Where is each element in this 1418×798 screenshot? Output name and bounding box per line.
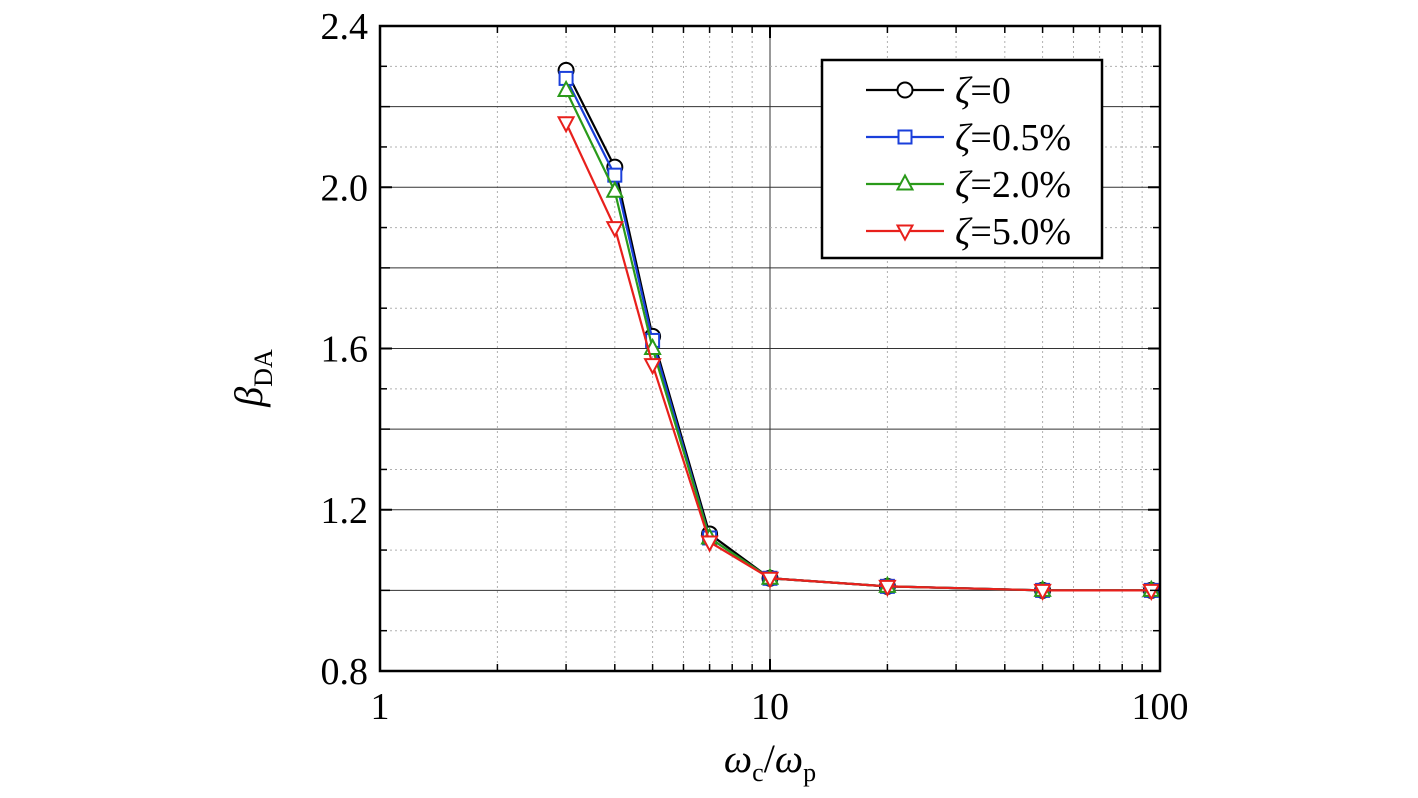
legend-label: ζ=2.0% — [955, 164, 1071, 206]
data-point — [700, 535, 719, 553]
legend-label: ζ=5.0% — [955, 211, 1071, 253]
data-point — [556, 116, 576, 134]
data-point — [605, 180, 624, 198]
legend-marker — [895, 224, 915, 242]
legend-item: ζ=0 — [866, 70, 1011, 112]
data-point — [605, 221, 624, 239]
y-axis-title: βDA — [226, 349, 278, 408]
axis-ticks: 1 10 100 0.8 1.2 1.6 2.0 2.4 — [321, 6, 1189, 728]
legend-label: ζ=0 — [955, 70, 1011, 112]
legend-marker — [896, 81, 914, 99]
y-tick-label: 1.6 — [321, 329, 369, 371]
series-layer — [556, 61, 1161, 601]
data-point — [643, 358, 662, 376]
x-axis-title-sep: / — [764, 736, 776, 781]
data-point — [1142, 583, 1161, 601]
y-tick-label: 2.4 — [321, 6, 369, 48]
legend-box — [820, 58, 1104, 260]
data-point — [556, 79, 576, 97]
data-point — [878, 579, 897, 597]
x-tick-label: 10 — [751, 686, 789, 728]
grid — [379, 25, 1161, 672]
x-axis-title-num: ω — [724, 736, 752, 781]
legend-item: ζ=2.0% — [866, 164, 1071, 206]
data-point — [760, 571, 780, 589]
x-tick-label: 100 — [1132, 686, 1189, 728]
y-axis-title-sub: DA — [249, 349, 278, 387]
x-axis-title: ωc/ωp — [724, 736, 816, 787]
legend-label: ζ=0.5% — [955, 117, 1071, 159]
series-line — [565, 122, 1152, 592]
legend-marker — [895, 173, 915, 191]
y-axis-title-main: β — [226, 387, 271, 408]
legend-item: ζ=5.0% — [866, 211, 1071, 253]
legend-item: ζ=0.5% — [866, 117, 1071, 159]
y-tick-label: 2.0 — [321, 167, 369, 209]
legend-marker — [897, 129, 913, 145]
x-tick-label: 1 — [371, 686, 390, 728]
y-tick-label: 1.2 — [321, 490, 369, 532]
series-3 — [556, 116, 1161, 601]
data-point — [1033, 583, 1052, 601]
y-tick-label: 0.8 — [321, 651, 369, 693]
x-axis-title-num-sub: c — [752, 758, 764, 787]
x-axis-title-den-sub: p — [803, 758, 816, 787]
legend: ζ=0 ζ=0.5% ζ=2.0% ζ=5.0% — [820, 58, 1104, 260]
x-axis-title-den: ω — [775, 736, 803, 781]
